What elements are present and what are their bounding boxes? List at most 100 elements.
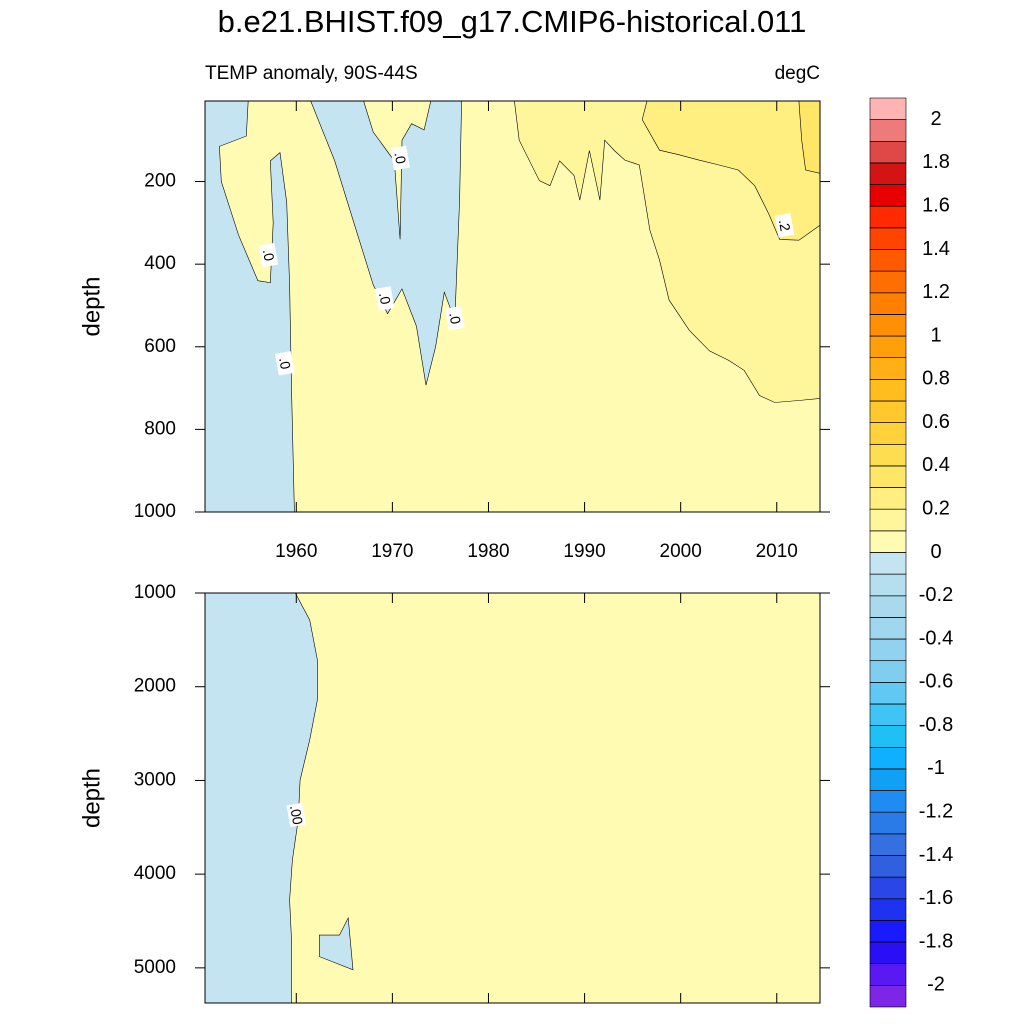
contour-label-bg [258,242,279,268]
colorbar-box [869,963,907,986]
colorbar-tick-label: -1.2 [919,800,953,822]
contour-region [641,101,820,241]
colorbar-box [869,617,907,640]
colorbar-box [869,205,907,229]
x-tick-label: 2010 [756,541,798,562]
colorbar-box [869,682,907,705]
colorbar-box [869,422,907,445]
colorbar-tick-label: -0.8 [919,714,953,736]
colorbar-box [869,314,907,337]
colorbar-tick-label: -1 [927,757,945,779]
contour-label-bg [774,213,795,238]
colorbar-tick-label: 0.4 [922,454,950,476]
contour-region [205,101,295,512]
y-tick-label: 800 [144,418,176,439]
colorbar-tick-label: 0.6 [922,411,950,433]
colorbar-box [869,920,907,943]
subtitle-left: TEMP anomaly, 90S-44S [205,63,418,84]
contour-label-group: .0 [274,351,295,376]
y-tick-label: 200 [144,171,176,192]
y-axis-label: depth [78,768,105,828]
colorbar-box [869,335,907,359]
contour-label-bg [390,145,410,171]
colorbar-box [869,162,907,185]
colorbar-box [869,270,907,294]
colorbar-box [869,400,907,423]
colorbar-box [869,811,907,835]
colorbar-tick-label: 1.2 [922,281,950,303]
y-tick-label: 600 [144,336,176,357]
colorbar-tick-label: 1.8 [922,151,950,173]
plot-frame [204,592,821,1004]
colorbar-box [869,898,907,921]
colorbar-tick-label: -1.8 [919,930,953,952]
colorbar-tick-label: 1.6 [922,194,950,216]
y-tick-label: 1000 [134,582,176,603]
colorbar-box [869,855,907,878]
contour-label-group: .0 [258,242,279,268]
contour-label: .0 [446,311,464,325]
colorbar-box [869,465,907,488]
colorbar-tick-label: -0.2 [919,584,953,606]
y-tick-label: 1000 [134,501,176,522]
colorbar-box [869,876,907,900]
contour-label-group: .0 [390,145,410,171]
contour-label-group: .00 [286,802,307,828]
x-tick-label: 2000 [660,541,702,562]
colorbar-box [869,941,907,965]
colorbar-box [869,768,907,791]
y-tick-label: 400 [144,253,176,274]
colorbar-tick-label: 1.4 [922,238,950,260]
contour-label: .2 [776,218,794,232]
colorbar-box [869,703,907,726]
colorbar-box [869,725,907,748]
contour-label: .0 [276,356,294,370]
contour-label-group: .0 [374,286,395,311]
plot-area [205,101,820,512]
colorbar-box [869,638,907,662]
colorbar-box [869,249,907,272]
y-axis-label: depth [78,276,105,336]
colorbar-box [869,508,907,532]
colorbar-box [869,227,907,250]
contour-region [514,101,820,403]
colorbar-tick-label: 2 [930,108,941,130]
colorbar-tick-label: 0.8 [922,368,950,390]
colorbar-tick-label: 0 [930,541,941,563]
colorbar-box [869,292,907,315]
contour-region [205,593,318,1003]
x-tick-label: 1980 [467,541,509,562]
contour-region [798,101,820,174]
colorbar-tick-label: -1.4 [919,844,953,866]
contour-label-bg [286,802,307,828]
colorbar-box [869,790,907,813]
plot-frame [204,100,821,513]
contour-label: .0 [376,291,394,305]
colorbar-box [869,357,907,380]
colorbar-box [869,184,907,207]
colorbar-tick-label: -0.4 [919,627,953,649]
colorbar-tick-label: -0.6 [919,671,953,693]
colorbar-box [869,140,907,164]
contour-label: .0 [391,151,409,165]
y-tick-label: 4000 [134,863,176,884]
plot-area [205,593,820,1003]
colorbar-box [869,97,907,120]
colorbar-box [869,595,907,618]
colorbar-box [869,530,907,553]
y-tick-label: 2000 [134,676,176,697]
colorbar-tick-label: 0.2 [922,497,950,519]
colorbar-box [869,573,907,597]
colorbar-box [869,746,907,770]
y-tick-label: 5000 [134,957,176,978]
colorbar-box [869,552,907,575]
colorbar-tick-label: 1 [930,324,941,346]
x-tick-label: 1970 [371,541,413,562]
colorbar-box [869,443,907,467]
contour-label-bg [445,306,465,331]
colorbar-box [869,833,907,856]
subtitle-right: degC [775,63,820,84]
colorbar-tick-label: -1.6 [919,887,953,909]
contour-label-bg [374,286,395,311]
